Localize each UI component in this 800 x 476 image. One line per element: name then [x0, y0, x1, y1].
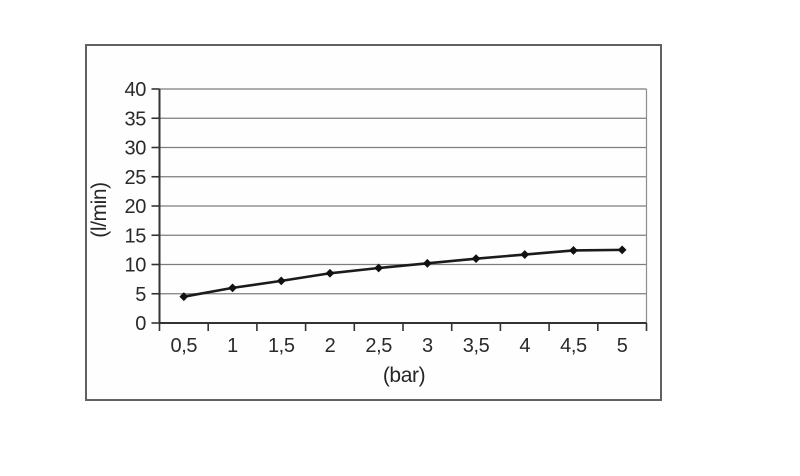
data-series-line: [182, 248, 624, 298]
y-tick-label: 20: [125, 196, 147, 218]
y-tick-label: 25: [125, 167, 147, 189]
data-series-markers: [179, 245, 627, 302]
data-point-marker: [179, 292, 189, 302]
flow-rate-line-chart: 0 5 10 15 20 25 30 35 40 0,5 1 1,5 2 2,5 3 3,5 4 4,5 5: [125, 79, 648, 357]
data-point-marker: [325, 268, 335, 278]
data-point-marker: [276, 276, 286, 286]
x-tick-label: 2,5: [365, 335, 392, 357]
y-tick-label: 10: [125, 255, 147, 277]
x-tick-label: 2: [325, 335, 336, 357]
x-tick-label: 3: [422, 335, 433, 357]
data-point-marker: [520, 250, 530, 259]
data-point-marker: [422, 258, 432, 268]
x-tick-label: 0,5: [171, 335, 198, 357]
y-axis-title: (l/min): [88, 182, 111, 238]
data-point-marker: [228, 283, 237, 293]
x-tick-label: 4: [519, 335, 530, 357]
y-tick-label: 15: [125, 225, 147, 247]
x-tick-label: 1: [227, 335, 238, 357]
x-tick-label: 3,5: [463, 335, 490, 357]
y-tick-label: 40: [125, 79, 147, 101]
x-tick-label: 5: [617, 335, 628, 357]
x-tick-label: 1,5: [268, 335, 295, 357]
x-tick-label: 4,5: [560, 335, 587, 357]
y-tick-label: 35: [125, 108, 147, 130]
y-tick-label: 0: [135, 313, 146, 335]
x-axis-title: (bar): [382, 364, 426, 387]
data-point-marker: [374, 263, 384, 273]
x-axis: 0,5 1 1,5 2 2,5 3 3,5 4 4,5 5: [158, 322, 648, 357]
y-tick-label: 5: [135, 284, 146, 306]
data-point-marker: [569, 246, 578, 255]
chart-frame: 0 5 10 15 20 25 30 35 40 0,5 1 1,5 2 2,5 3 3,5 4 4,5 5 (l/…: [85, 44, 662, 401]
y-axis: 0 5 10 15 20 25 30 35 40: [125, 79, 161, 335]
y-gridlines: [159, 88, 647, 295]
data-point-marker: [471, 254, 481, 264]
data-point-marker: [617, 245, 627, 255]
y-tick-label: 30: [125, 138, 147, 160]
